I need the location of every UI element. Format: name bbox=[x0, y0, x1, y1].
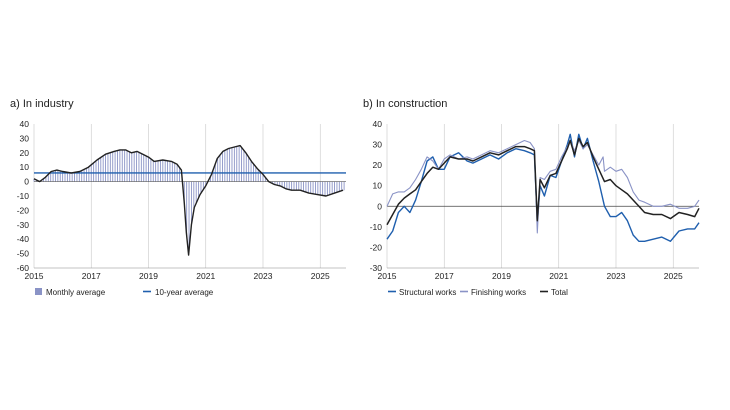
construction-x-tick-2023: 2023 bbox=[607, 271, 626, 281]
construction-x-tick-2017: 2017 bbox=[435, 271, 454, 281]
construction-y-tick-30: 30 bbox=[373, 140, 383, 150]
chart-a-title: a) In industry bbox=[10, 98, 74, 110]
industry-y-tick--30: -30 bbox=[17, 220, 30, 230]
industry-x-tick-2023: 2023 bbox=[254, 271, 273, 281]
industry-y-tick--20: -20 bbox=[17, 205, 30, 215]
industry-y-tick-20: 20 bbox=[20, 148, 30, 158]
construction-finishing-works-line bbox=[386, 139, 700, 234]
industry-x-tick-2017: 2017 bbox=[82, 271, 101, 281]
construction-y-tick--30: -30 bbox=[370, 263, 383, 273]
construction-total-line bbox=[386, 137, 700, 226]
industry-y-tick-40: 40 bbox=[20, 119, 30, 129]
legend-structural-works-label: Structural works bbox=[399, 288, 456, 297]
construction-y-tick--10: -10 bbox=[370, 222, 383, 232]
construction-x-tick-2019: 2019 bbox=[492, 271, 511, 281]
construction-chart: 2015 2017 2019 2021 2023 2025 40 30 20 10 0 -10 -20 -… bbox=[370, 119, 700, 297]
industry-chart: 2015 2017 2019 2021 2023 2025 40 30 20 10 0 -10 -20 -… bbox=[17, 119, 346, 297]
construction-x-tick-2015: 2015 bbox=[378, 271, 397, 281]
industry-y-tick--50: -50 bbox=[17, 249, 30, 259]
industry-x-tick-2021: 2021 bbox=[196, 271, 215, 281]
legend-ten-year-average-label: 10-year average bbox=[155, 288, 214, 297]
construction-y-tick-20: 20 bbox=[373, 160, 383, 170]
industry-y-tick-30: 30 bbox=[20, 133, 30, 143]
legend-monthly-average-label: Monthly average bbox=[46, 288, 106, 297]
construction-y-tick-10: 10 bbox=[373, 181, 383, 191]
construction-y-tick-0: 0 bbox=[377, 201, 382, 211]
legend-finishing-works-label: Finishing works bbox=[471, 288, 526, 297]
industry-x-tick-2025: 2025 bbox=[311, 271, 330, 281]
construction-x-tick-2025: 2025 bbox=[664, 271, 683, 281]
construction-x-tick-2021: 2021 bbox=[549, 271, 568, 281]
industry-y-tick-0: 0 bbox=[24, 177, 29, 187]
industry-monthly-bars bbox=[33, 145, 345, 250]
industry-x-tick-2015: 2015 bbox=[25, 271, 44, 281]
legend-monthly-average-swatch bbox=[35, 288, 42, 295]
industry-monthly-average-line bbox=[33, 144, 344, 256]
legend-total-label: Total bbox=[551, 288, 568, 297]
industry-x-tick-2019: 2019 bbox=[139, 271, 158, 281]
construction-y-tick--20: -20 bbox=[370, 242, 383, 252]
industry-y-tick-10: 10 bbox=[20, 162, 30, 172]
industry-y-tick--60: -60 bbox=[17, 263, 30, 273]
construction-structural-works-line bbox=[386, 133, 700, 242]
construction-y-tick-40: 40 bbox=[373, 119, 383, 129]
chart-b-title: b) In construction bbox=[363, 98, 448, 110]
industry-y-tick--40: -40 bbox=[17, 234, 30, 244]
industry-y-tick--10: -10 bbox=[17, 191, 30, 201]
